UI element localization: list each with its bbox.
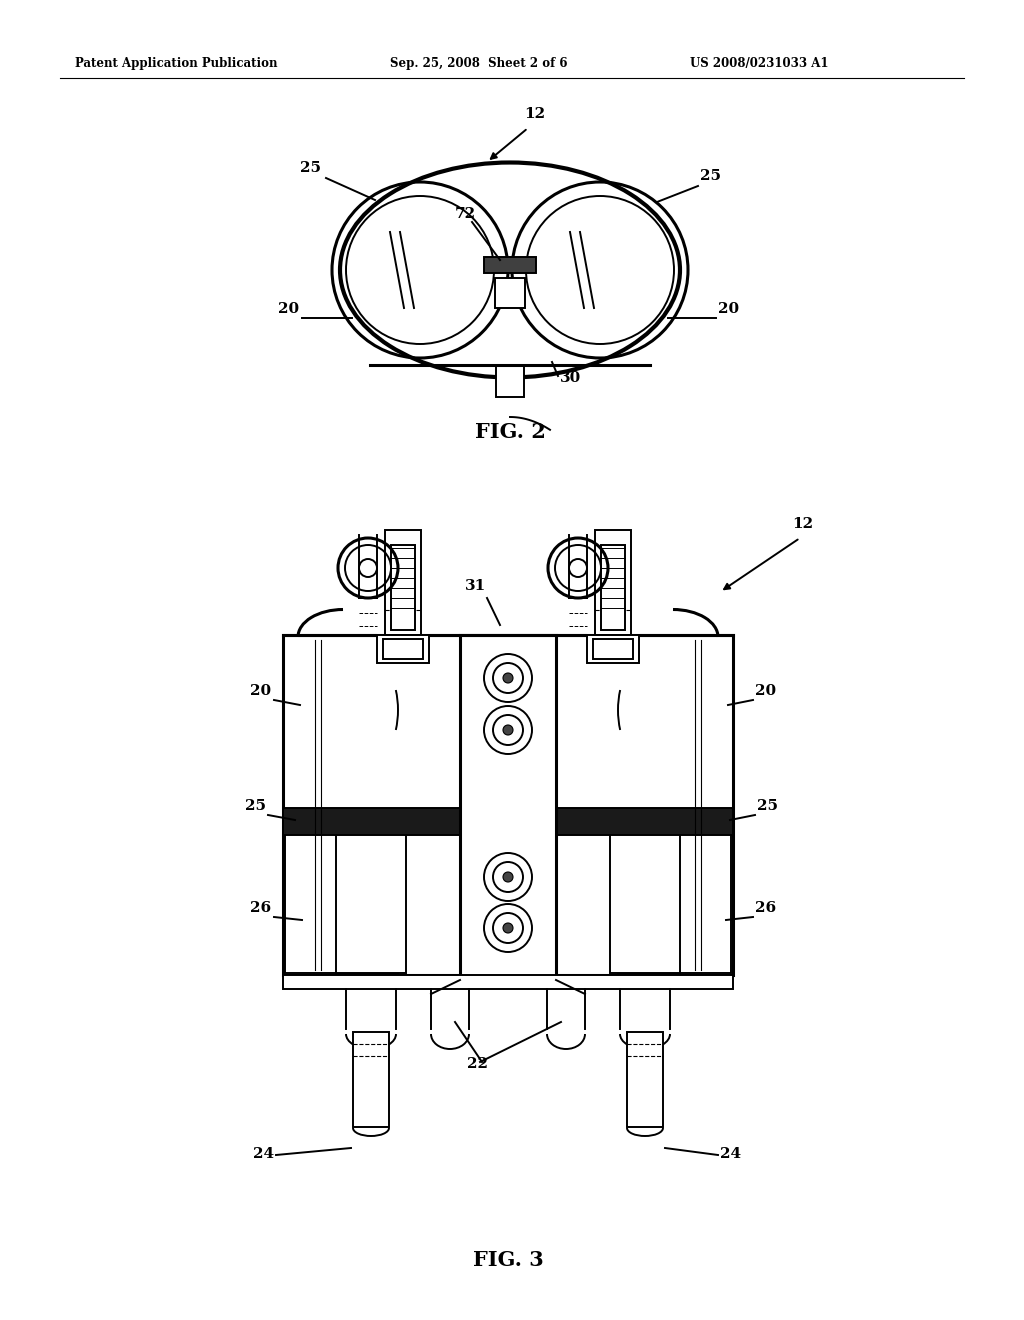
FancyBboxPatch shape xyxy=(377,635,429,663)
Circle shape xyxy=(503,725,513,735)
Text: 12: 12 xyxy=(524,107,546,121)
Text: 25: 25 xyxy=(245,799,266,813)
Circle shape xyxy=(493,862,523,892)
FancyBboxPatch shape xyxy=(283,808,733,836)
Text: 12: 12 xyxy=(792,517,813,531)
Text: Patent Application Publication: Patent Application Publication xyxy=(75,57,278,70)
FancyBboxPatch shape xyxy=(484,257,536,273)
FancyBboxPatch shape xyxy=(385,531,421,635)
FancyBboxPatch shape xyxy=(595,531,631,635)
Text: 20: 20 xyxy=(755,684,776,698)
Circle shape xyxy=(493,913,523,942)
FancyBboxPatch shape xyxy=(610,836,680,973)
Circle shape xyxy=(503,673,513,682)
Text: US 2008/0231033 A1: US 2008/0231033 A1 xyxy=(690,57,828,70)
Text: 72: 72 xyxy=(455,207,476,220)
Circle shape xyxy=(503,923,513,933)
Text: 24: 24 xyxy=(720,1147,741,1162)
Text: 20: 20 xyxy=(250,684,271,698)
FancyBboxPatch shape xyxy=(601,545,625,630)
Text: 26: 26 xyxy=(755,902,776,915)
Circle shape xyxy=(484,653,532,702)
Text: 25: 25 xyxy=(700,169,721,183)
Text: 26: 26 xyxy=(250,902,271,915)
Text: Sep. 25, 2008  Sheet 2 of 6: Sep. 25, 2008 Sheet 2 of 6 xyxy=(390,57,567,70)
FancyBboxPatch shape xyxy=(593,639,633,659)
Text: 24: 24 xyxy=(253,1147,274,1162)
Text: 30: 30 xyxy=(560,371,582,385)
FancyBboxPatch shape xyxy=(285,836,398,973)
Text: 20: 20 xyxy=(718,302,739,315)
Circle shape xyxy=(503,873,513,882)
FancyBboxPatch shape xyxy=(618,836,731,973)
FancyBboxPatch shape xyxy=(587,635,639,663)
FancyBboxPatch shape xyxy=(391,545,415,630)
Circle shape xyxy=(484,706,532,754)
Text: 22: 22 xyxy=(467,1057,488,1071)
FancyBboxPatch shape xyxy=(283,635,733,975)
Circle shape xyxy=(493,715,523,744)
FancyBboxPatch shape xyxy=(627,1032,663,1127)
FancyBboxPatch shape xyxy=(460,635,556,979)
Text: 25: 25 xyxy=(757,799,778,813)
Circle shape xyxy=(484,904,532,952)
FancyBboxPatch shape xyxy=(283,975,733,989)
Circle shape xyxy=(493,663,523,693)
FancyBboxPatch shape xyxy=(383,639,423,659)
Text: 31: 31 xyxy=(465,579,486,593)
FancyBboxPatch shape xyxy=(495,279,525,308)
Text: FIG. 2: FIG. 2 xyxy=(474,422,546,442)
Text: 20: 20 xyxy=(278,302,299,315)
Circle shape xyxy=(484,853,532,902)
FancyBboxPatch shape xyxy=(496,366,524,397)
Text: FIG. 3: FIG. 3 xyxy=(473,1250,544,1270)
FancyBboxPatch shape xyxy=(336,836,406,973)
Text: 25: 25 xyxy=(300,161,321,176)
FancyBboxPatch shape xyxy=(353,1032,389,1127)
